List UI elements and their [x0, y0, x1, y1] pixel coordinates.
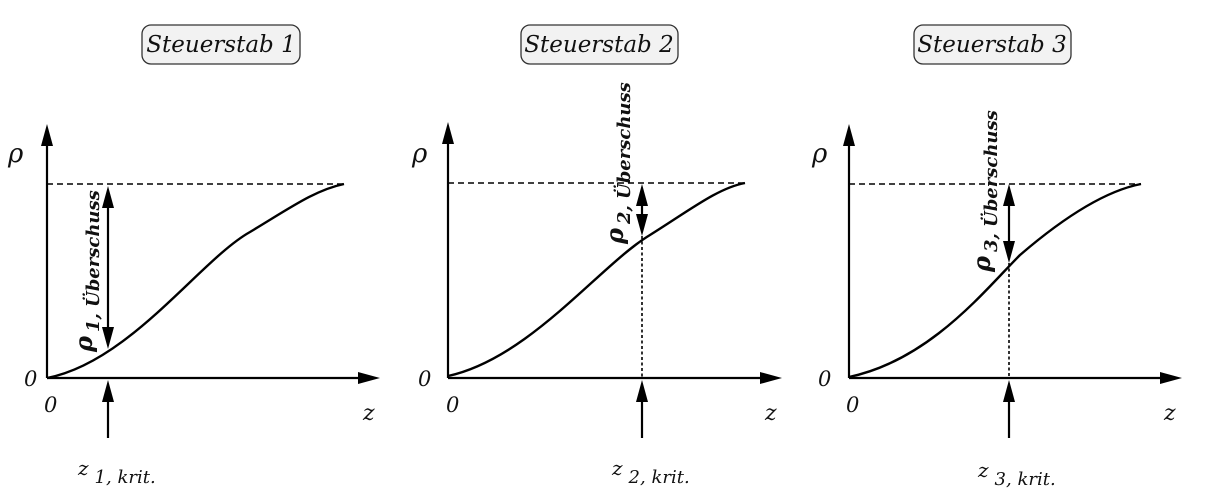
panel-2: Steuerstab 2 ρ z 0 0 ρ2, Überschuss z 2, …	[411, 24, 782, 488]
panel-2-critical-arrowhead	[636, 380, 648, 402]
svg-text:ρ3, Überschuss: ρ3, Überschuss	[967, 110, 1002, 273]
panel-1: Steuerstab 1 ρ z 0 0 ρ1, Überschuss z 1, …	[7, 24, 380, 488]
panel-2-x-axis-label: z	[764, 401, 777, 426]
panel-3-origin-x-label: 0	[846, 393, 859, 417]
panel-3-excess-arrowhead-up	[1003, 184, 1015, 206]
panel-2-excess-arrowhead-up	[636, 184, 648, 206]
panel-2-reactivity-curve	[447, 181, 746, 378]
panel-1-critical-arrowhead	[102, 380, 114, 402]
svg-text:ρ2, Überschuss: ρ2, Überschuss	[600, 82, 635, 245]
panel-3-x-axis-label: z	[1163, 401, 1176, 426]
panel-2-excess-label: ρ2, Überschuss	[600, 82, 635, 245]
panel-3-title-box	[913, 24, 1072, 65]
panel-3-y-axis-label: ρ	[811, 139, 828, 169]
panel-2-critical-label: z 2, krit.	[611, 456, 690, 488]
panel-3-y-axis-arrowhead	[843, 124, 855, 146]
panel-3-x-axis-arrowhead	[1160, 372, 1182, 384]
panel-2-title: Steuerstab 2	[524, 32, 673, 58]
panel-3-critical-arrowhead	[1003, 380, 1015, 402]
panel-3-origin-y-label: 0	[818, 367, 831, 391]
panel-3-excess-arrowhead-down	[1003, 241, 1015, 263]
panel-2-origin-y-label: 0	[418, 367, 431, 391]
panel-2-x-axis-arrowhead	[760, 372, 782, 384]
panel-2-y-axis-arrowhead	[442, 122, 454, 144]
panel-1-origin-y-label: 0	[24, 367, 37, 391]
panel-1-excess-arrowhead-up	[102, 186, 114, 208]
panel-1-x-axis-label: z	[362, 401, 375, 426]
panel-1-y-axis-arrowhead	[41, 124, 53, 146]
panel-3-reactivity-curve	[848, 182, 1142, 379]
panel-1-title: Steuerstab 1	[146, 32, 295, 58]
panel-2-title-box	[520, 24, 679, 65]
panel-3-title: Steuerstab 3	[917, 32, 1066, 58]
panel-3-excess-label: ρ3, Überschuss	[967, 110, 1002, 273]
svg-text:ρ1, Überschuss: ρ1, Überschuss	[69, 190, 104, 353]
panel-1-reactivity-curve	[46, 182, 345, 380]
panel-1-x-axis-arrowhead	[358, 372, 380, 384]
panel-1-excess-label: ρ1, Überschuss	[69, 190, 104, 353]
panel-3-critical-label: z 3, krit.	[977, 458, 1056, 490]
panel-2-excess-arrowhead-down	[636, 214, 648, 236]
panel-1-y-axis-label: ρ	[7, 139, 24, 169]
panel-2-origin-x-label: 0	[446, 393, 459, 417]
panel-2-y-axis-label: ρ	[411, 139, 428, 169]
panel-1-origin-x-label: 0	[44, 393, 57, 417]
panel-1-critical-label: z 1, krit.	[77, 456, 156, 488]
panel-3: Steuerstab 3 ρ z 0 0 ρ3, Überschuss z 3, …	[811, 24, 1182, 490]
panel-1-excess-arrowhead-down	[102, 327, 114, 349]
panel-1-title-box	[141, 24, 301, 65]
